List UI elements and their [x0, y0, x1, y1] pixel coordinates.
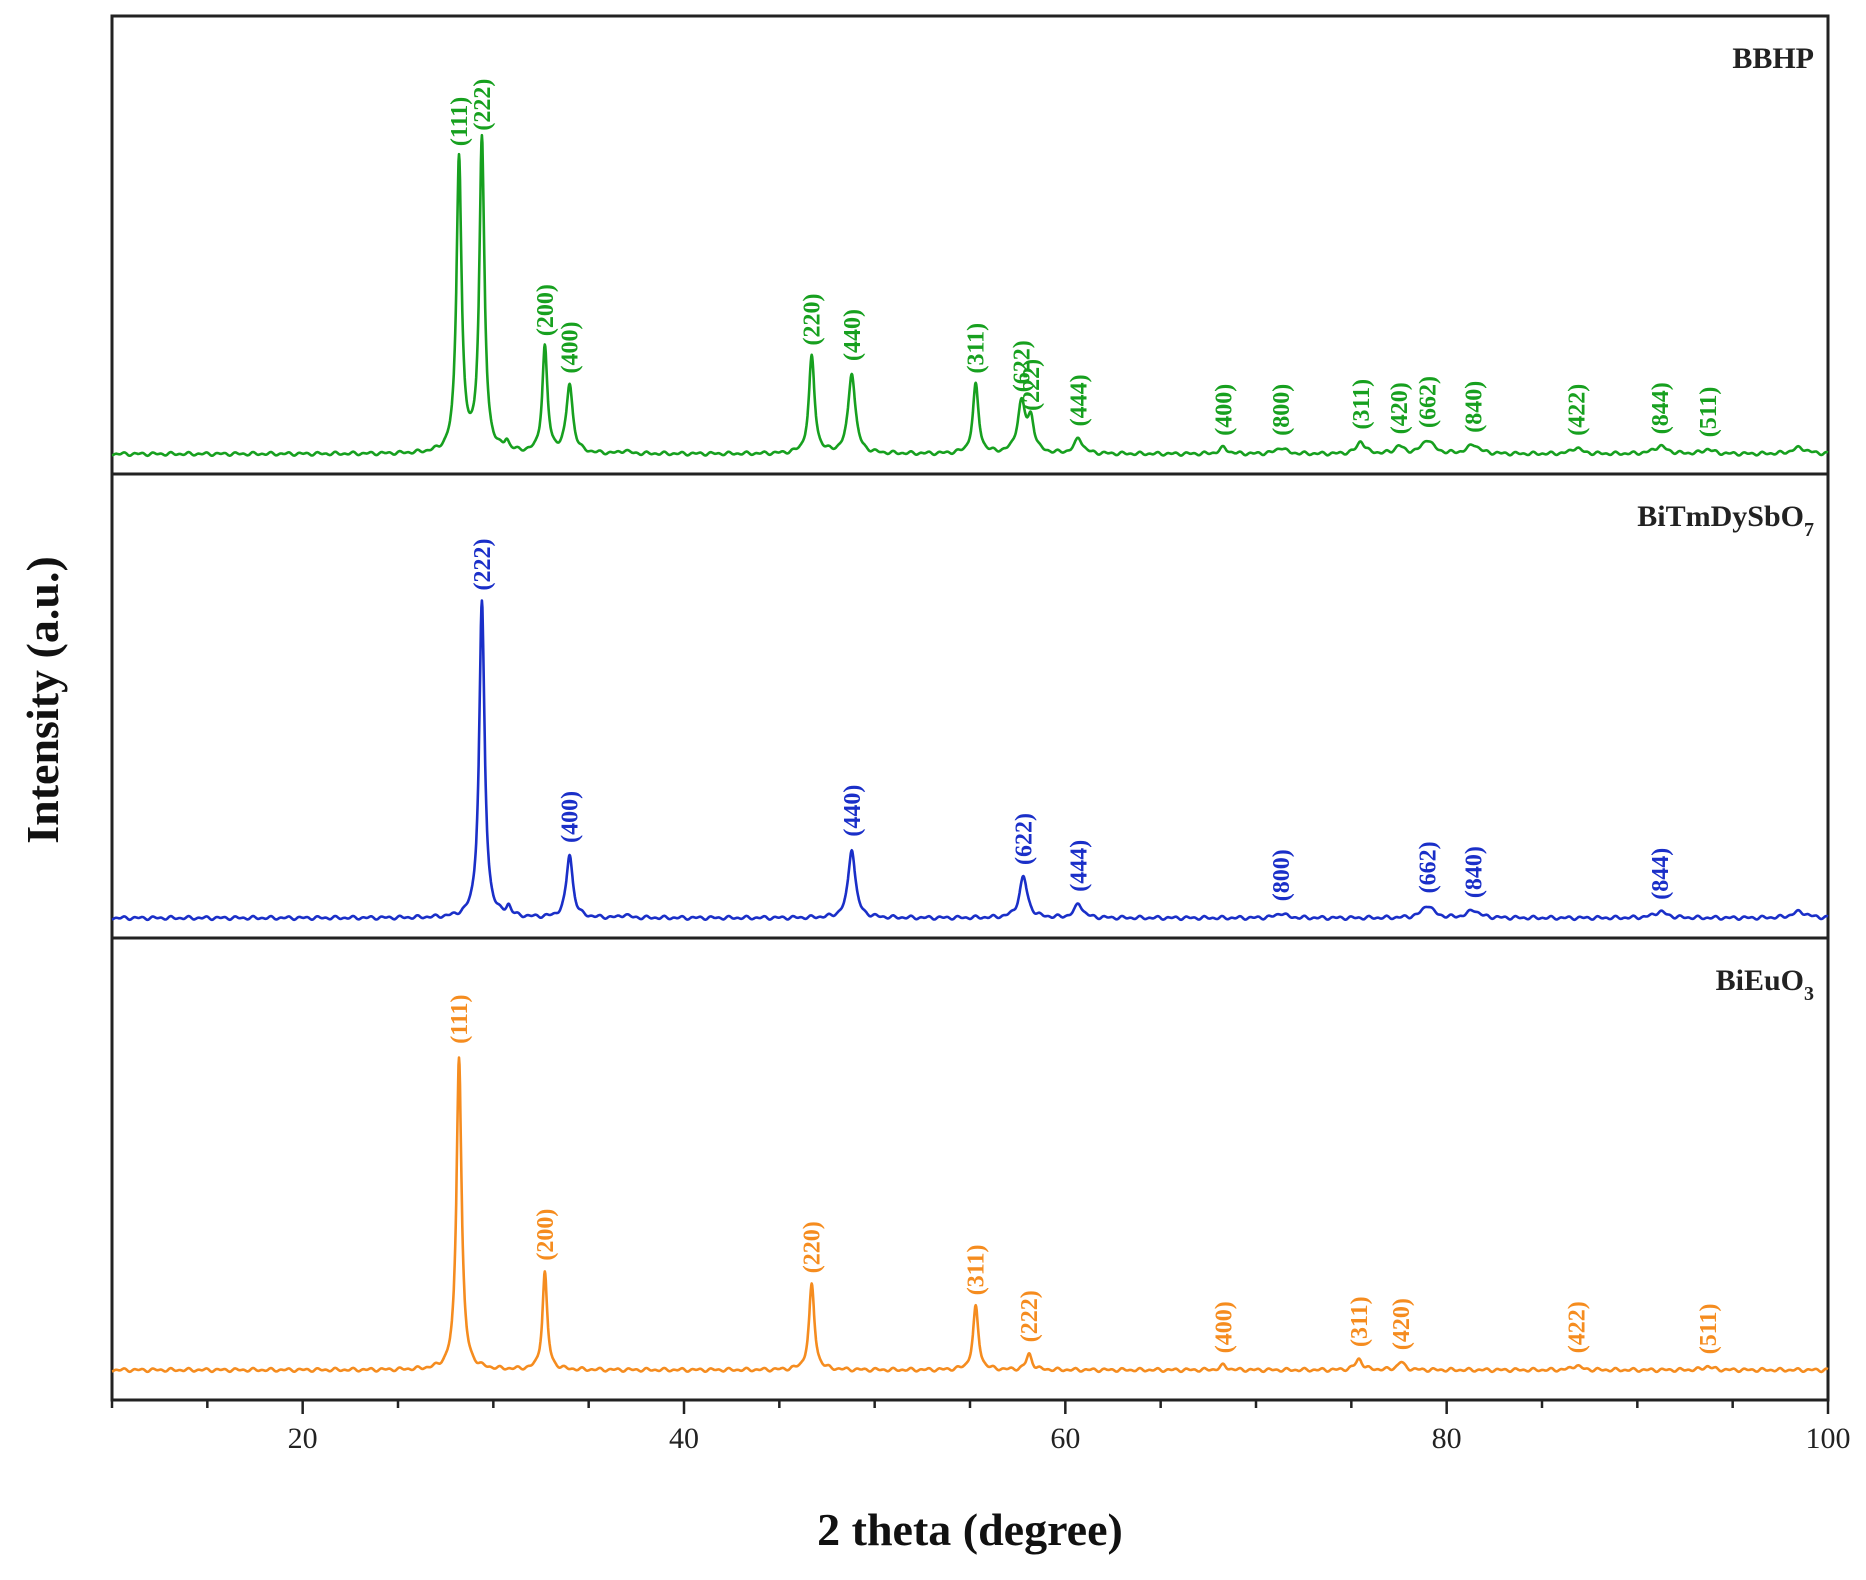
x-tick-label: 40	[669, 1422, 699, 1455]
peak-label: (420)	[1387, 382, 1413, 434]
peak-label: (222)	[1017, 1290, 1043, 1342]
peak-label: (400)	[1212, 384, 1238, 436]
peak-label: (400)	[558, 791, 584, 843]
y-axis-title: Intensity (a.u.)	[17, 556, 68, 844]
peak-label: (200)	[533, 284, 559, 336]
peak-label: (422)	[1564, 1301, 1590, 1353]
peak-label: (440)	[840, 785, 866, 837]
x-tick-label: 80	[1432, 1422, 1462, 1455]
peak-label: (400)	[1212, 1301, 1238, 1353]
peak-label: (111)	[447, 994, 473, 1043]
x-axis: 20 40 60 80 100	[110, 1400, 1851, 1455]
sample-label: BiEuO3	[1716, 964, 1814, 1005]
plot-panels: (111)(222)(200)(400)(220) (440) (311) (622)…	[110, 14, 1830, 1402]
peak-label: (440)	[840, 309, 866, 361]
peak-label: (311)	[1349, 379, 1375, 430]
peak-label: (844)	[1648, 382, 1674, 434]
peak-label: (511)	[1696, 1304, 1722, 1355]
peak-label: (222)	[470, 539, 496, 591]
peak-label: (222)	[1019, 359, 1045, 411]
peak-label: (662)	[1416, 376, 1442, 428]
peak-label: (420)	[1389, 1298, 1415, 1350]
peak-label: (422)	[1564, 384, 1590, 436]
peak-label: (444)	[1067, 840, 1093, 892]
peak-label: (840)	[1461, 381, 1487, 433]
peak-label: (800)	[1269, 384, 1295, 436]
peak-label: (222)	[470, 79, 496, 131]
panel-frame	[110, 472, 1830, 940]
x-tick-label: 100	[1806, 1422, 1851, 1455]
peak-label: (840)	[1461, 846, 1487, 898]
x-tick-label: 20	[288, 1422, 318, 1455]
peak-label: (311)	[964, 1245, 990, 1296]
x-axis-title: 2 theta (degree)	[817, 1504, 1123, 1555]
peak-label: (311)	[1347, 1296, 1373, 1347]
peak-label: (662)	[1416, 841, 1442, 893]
panel-BBHP: (111)(222)(200)(400)(220) (440) (311) (622)…	[110, 14, 1830, 476]
peak-label: (400)	[558, 322, 584, 374]
peak-label: (220)	[800, 294, 826, 346]
peak-label: (220)	[800, 1221, 826, 1273]
peak-label: (111)	[447, 97, 473, 146]
peak-label: (200)	[533, 1209, 559, 1261]
sample-label: BiTmDySbO7	[1637, 500, 1814, 541]
panel-BiEuO3: (111) (200) (220) (311) (222) (400) (311) (420)…	[110, 936, 1830, 1402]
peak-label: (444)	[1067, 374, 1093, 426]
peak-label: (844)	[1648, 848, 1674, 900]
peak-label: (622)	[1010, 340, 1036, 392]
sample-label: BBHP	[1732, 42, 1814, 75]
panel-BiTmDySbO7: (222) (400) (440) (622) (444) (800) (662) (840)…	[110, 472, 1830, 940]
xrd-pattern-line	[111, 1056, 1829, 1374]
peak-label: (622)	[1011, 813, 1037, 865]
xrd-pattern-line	[111, 599, 1829, 922]
peak-label: (800)	[1269, 849, 1295, 901]
x-tick-label: 60	[1050, 1422, 1080, 1455]
peak-label: (511)	[1696, 387, 1722, 438]
xrd-pattern-line	[111, 133, 1829, 458]
peak-label: (311)	[964, 323, 990, 374]
